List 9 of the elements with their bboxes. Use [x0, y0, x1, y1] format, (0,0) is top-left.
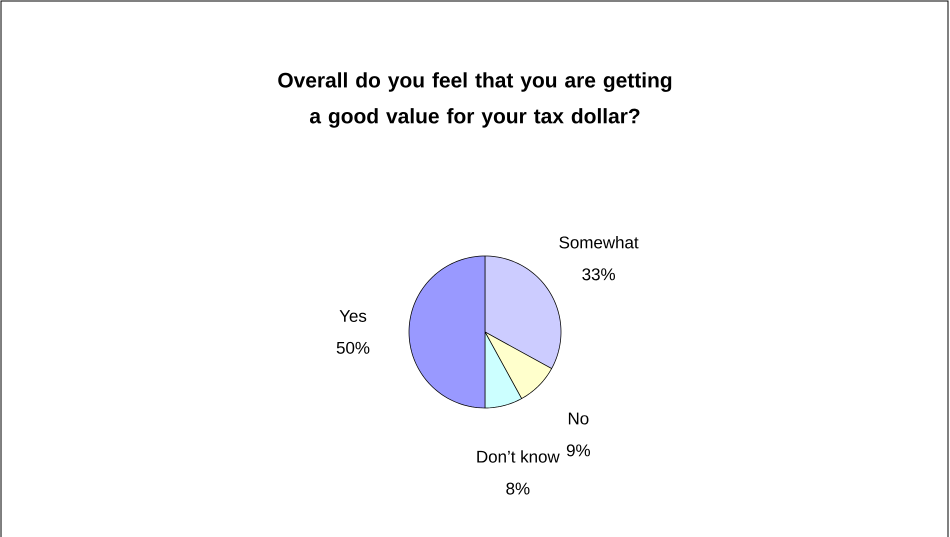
slice-label: Yes: [340, 310, 366, 322]
data-label: 50%: [336, 342, 370, 354]
data-label: 9%: [566, 444, 590, 456]
data-label: 8%: [506, 482, 530, 494]
chart-title: Overall do you feel that you are getting a good value for your tax dollar?: [278, 72, 672, 128]
slice-label: Somewhat: [559, 236, 638, 248]
data-label: 33%: [582, 268, 615, 280]
slice-label: Don’t know: [477, 450, 560, 462]
slice-label: No: [568, 412, 588, 424]
